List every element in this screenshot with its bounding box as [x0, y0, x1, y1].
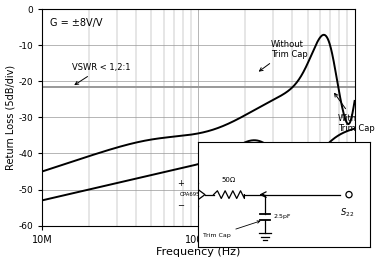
Text: Trim Cap: Trim Cap [203, 221, 260, 238]
Y-axis label: Return Loss (5dB/div): Return Loss (5dB/div) [6, 65, 16, 170]
Text: Without
Trim Cap: Without Trim Cap [259, 40, 307, 71]
Text: OPA695: OPA695 [179, 192, 200, 197]
Text: With
Trim Cap: With Trim Cap [335, 93, 375, 133]
Text: VSWR < 1,2:1: VSWR < 1,2:1 [72, 63, 130, 85]
Text: 50Ω: 50Ω [222, 177, 236, 183]
X-axis label: Frequency (Hz): Frequency (Hz) [156, 247, 240, 257]
Text: 2.5pF: 2.5pF [274, 214, 291, 220]
Text: $S_{22}$: $S_{22}$ [340, 207, 354, 219]
Text: −: − [177, 201, 184, 210]
Text: G = ±8V/V: G = ±8V/V [50, 18, 102, 28]
Text: +: + [177, 179, 184, 188]
